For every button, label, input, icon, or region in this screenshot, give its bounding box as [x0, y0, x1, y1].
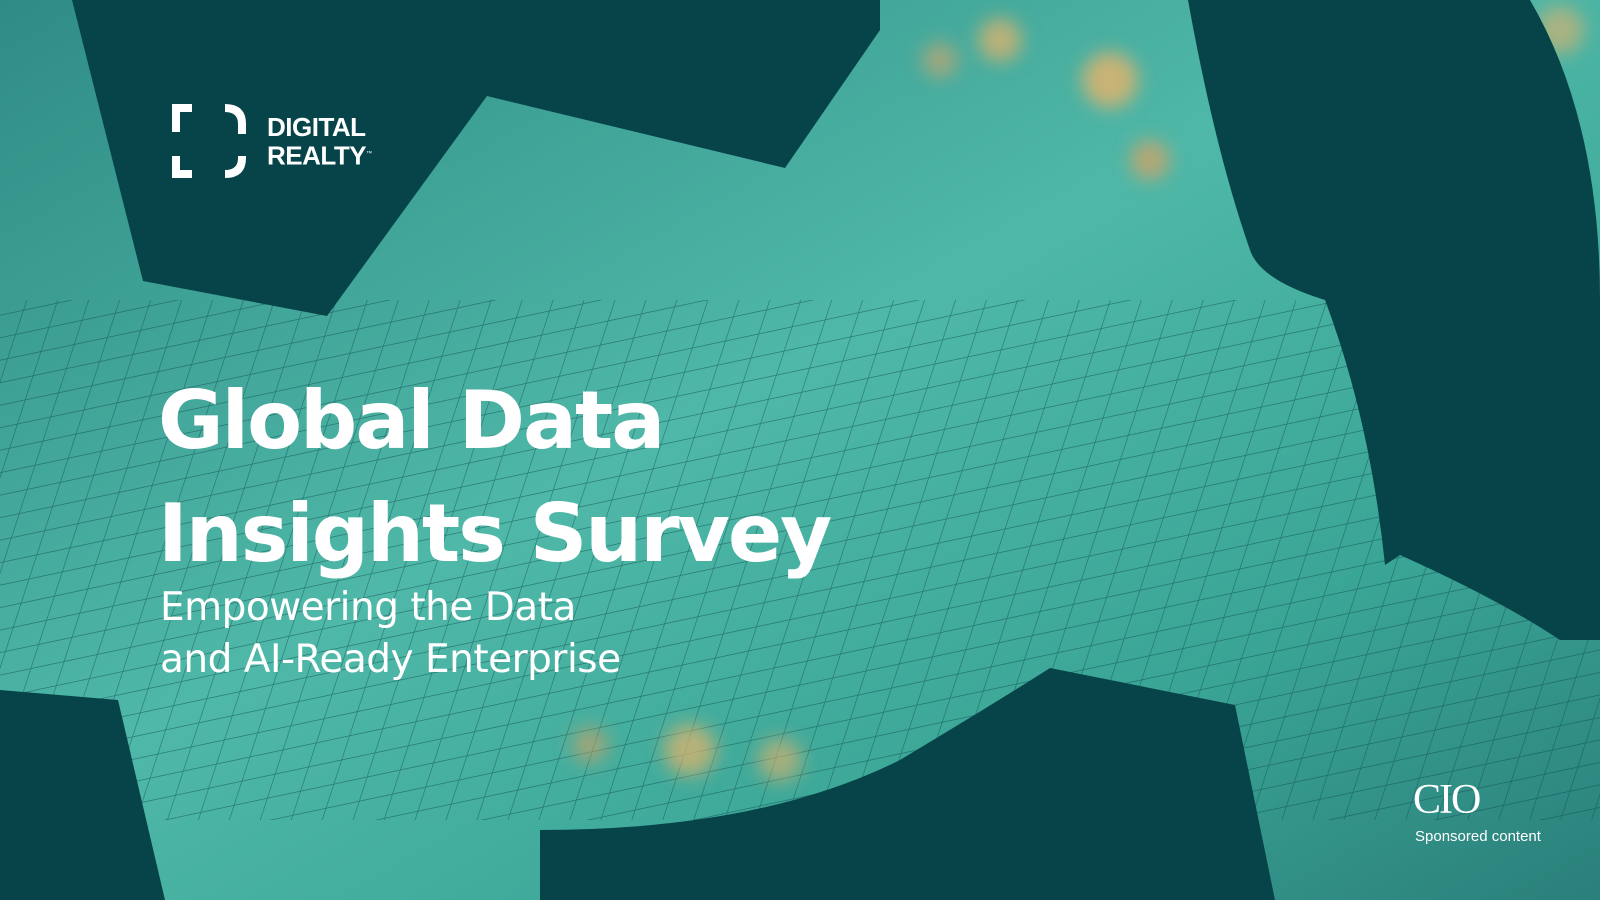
logo-line: REALTY [267, 140, 367, 171]
subtitle-line: and AI-Ready Enterprise [160, 637, 621, 682]
subtitle: Empowering the Data and AI-Ready Enterpr… [160, 582, 621, 686]
subtitle-line: Empowering the Data [160, 585, 576, 630]
bokeh-lights [572, 6, 1584, 782]
trademark: ™ [366, 151, 372, 157]
logo-wordmark: DIGITAL REALTY™ [267, 114, 372, 170]
sponsored-note: Sponsored content [1415, 828, 1541, 845]
publisher-logo: CIO [1413, 777, 1481, 823]
map-grid [0, 300, 1600, 820]
title-line: Insights Survey [158, 487, 832, 580]
title: Global Data Insights Survey [158, 362, 832, 592]
title-line: Global Data [158, 374, 665, 467]
logo-mark [172, 104, 246, 178]
logo-line: DIGITAL [267, 112, 366, 142]
